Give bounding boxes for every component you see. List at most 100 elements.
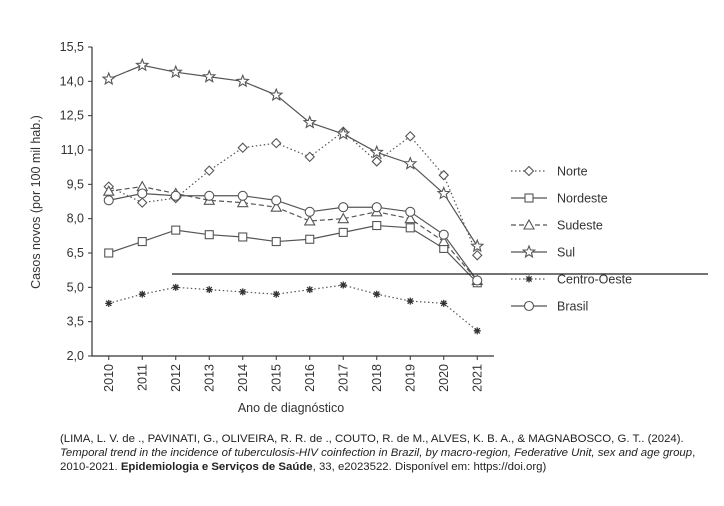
data-point-brasil [137,188,148,199]
legend-label-nordeste: Nordeste [557,192,608,206]
y-axis-label: Casos novos (por 100 mil hab.) [29,115,43,289]
data-point-centro-oeste [172,283,180,291]
x-tick-label: 2019 [403,364,417,392]
legend-marker-sudeste [523,218,535,230]
citation-details: , 33, e2023522. Disponível em: https://d… [312,461,547,473]
data-point-centro-oeste [105,299,113,307]
data-point-norte [438,169,450,181]
citation-title: Temporal trend in the incidence of tuber… [60,447,693,459]
x-tick-label: 2010 [102,364,116,392]
data-point-sudeste [337,212,350,224]
series-line-centro-oeste [108,284,478,332]
data-point-centro-oeste [272,290,280,298]
y-tick-label: 2,0 [67,349,84,363]
x-tick-label: 2015 [269,364,283,392]
data-point-brasil [103,195,114,206]
data-point-norte [136,197,148,208]
x-tick-label: 2012 [169,364,183,392]
data-point-brasil [271,195,282,206]
series-line-sul [108,64,478,247]
data-point-sul [235,73,250,88]
data-point-sudeste [404,212,417,224]
data-point-centro-oeste [339,281,347,289]
data-point-sul [202,69,217,83]
legend-label-sudeste: Sudeste [557,219,603,233]
data-point-brasil [304,206,315,217]
data-point-norte [371,156,383,167]
data-point-centro-oeste [440,299,448,307]
data-point-centro-oeste [306,286,314,294]
x-tick-label: 2017 [336,364,350,392]
y-tick-label: 14,0 [60,74,84,88]
data-point-centro-oeste [473,327,481,335]
data-point-nordeste [305,234,315,244]
data-point-sudeste [102,185,115,196]
data-point-sul [336,126,351,141]
data-point-sul [470,238,485,253]
legend-label-centro-oeste: Centro-Oeste [557,273,632,287]
data-point-brasil [405,206,416,217]
series-line-nordeste [108,224,478,284]
legend: Norte Nordeste Sudeste Sul Centro-Oeste Brasi… [511,165,632,314]
source-citation: (LIMA, L. V. de ., PAVINATI, G., OLIVEIR… [60,432,710,474]
data-point-norte [404,130,416,142]
data-point-brasil [338,202,349,213]
data-point-centro-oeste [406,297,414,305]
series-markers [101,57,485,335]
y-tick-label: 8,0 [67,212,84,226]
data-point-sul [369,144,384,159]
data-point-brasil [204,190,215,201]
legend-marker-norte [523,165,535,177]
data-point-nordeste [271,237,281,247]
legend-label-brasil: Brasil [557,300,588,314]
line-chart: 2,0 3,5 5,0 6,5 8,0 9,5 11,0 12,5 14,0 15,5 2010 20… [29,40,708,415]
legend-marker-brasil [523,300,535,312]
y-tick-label: 15,5 [60,40,84,54]
data-point-nordeste [238,232,248,242]
citation-years: , 2010-2021. [60,447,696,473]
x-tick-label: 2018 [370,364,384,392]
data-point-sudeste [437,235,450,247]
series-line-sudeste [108,186,478,281]
data-point-norte [237,142,249,153]
data-point-norte [270,137,282,149]
data-point-norte [471,250,483,261]
x-tick-label: 2020 [437,364,451,392]
legend-marker-sul [521,244,537,259]
x-tick-label: 2011 [135,364,149,391]
data-point-sul [168,64,183,79]
data-point-brasil [237,190,248,201]
data-point-brasil [170,190,181,201]
legend-label-norte: Norte [557,165,588,179]
series-line-brasil [108,192,478,281]
y-tick-label: 9,5 [67,177,84,191]
x-tick-label: 2013 [202,364,216,392]
data-point-norte [304,151,316,163]
data-point-nordeste [137,237,147,247]
y-tick-label: 5,0 [67,280,84,294]
data-point-nordeste [405,223,415,233]
series-lines [108,64,478,332]
data-point-centro-oeste [205,286,213,294]
data-point-sul [269,87,284,102]
citation-journal: Epidemiologia e Serviços de Saúde [120,461,313,473]
data-point-sul [101,71,116,86]
data-point-brasil [438,229,449,240]
data-point-sul [436,185,451,200]
data-point-brasil [472,275,483,286]
data-point-nordeste [372,220,382,231]
data-point-nordeste [204,230,214,240]
data-point-sul [135,57,150,72]
data-point-sudeste [303,214,316,226]
data-point-nordeste [104,248,114,258]
chart-axes: 2,0 3,5 5,0 6,5 8,0 9,5 11,0 12,5 14,0 15,5 2010 20… [60,40,494,392]
data-point-sudeste [236,196,249,208]
series-line-norte [108,130,478,256]
y-tick-label: 3,5 [67,315,84,329]
x-tick-label: 2021 [470,364,484,392]
citation-authors: (LIMA, L. V. de ., PAVINATI, G., OLIVEIR… [60,433,684,445]
x-tick-label: 2016 [303,364,317,392]
legend-marker-centro-oeste [525,275,533,283]
data-point-brasil [371,202,382,213]
data-point-centro-oeste [239,288,247,296]
